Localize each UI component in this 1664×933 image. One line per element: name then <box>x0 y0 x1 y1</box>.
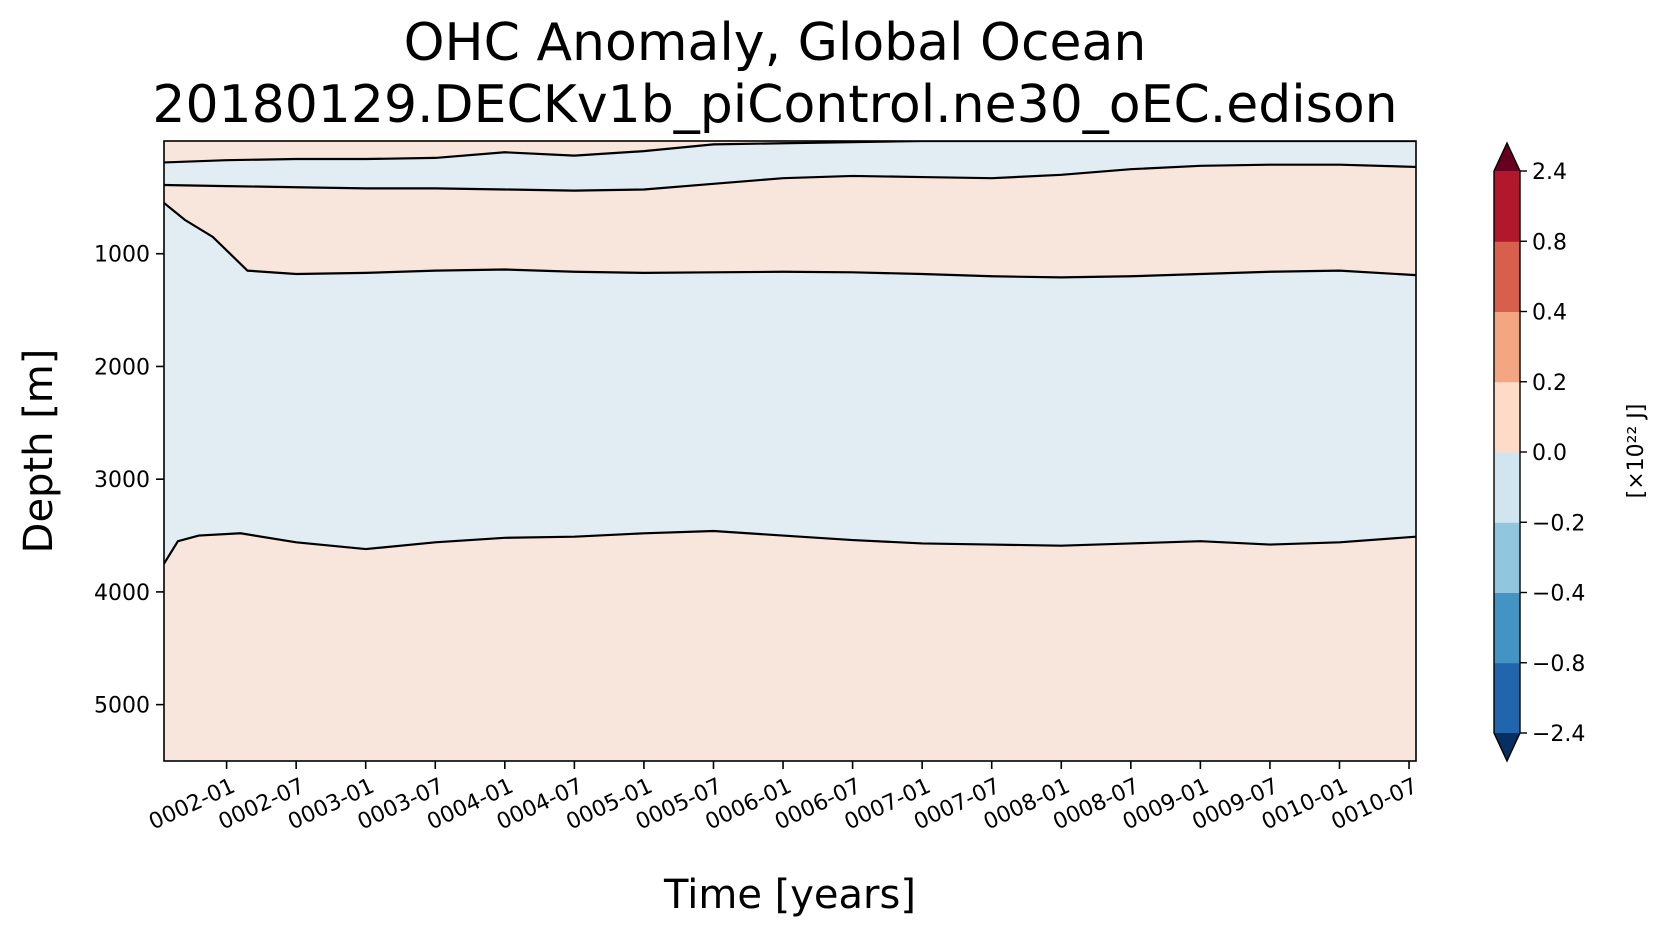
contour-region-cold-2 <box>164 141 1416 191</box>
colorbar-label: [×10²² J] <box>1624 404 1649 499</box>
colorbar-segment <box>1494 311 1520 383</box>
colorbar-segment <box>1494 522 1520 593</box>
y-tick-label: 5000 <box>94 694 150 719</box>
contour-line <box>164 163 1416 192</box>
y-tick-label: 4000 <box>94 581 150 606</box>
colorbar-tick-label: −0.2 <box>1532 511 1585 536</box>
contour-region-cold-1 <box>164 203 1416 564</box>
contour-line <box>164 141 1416 164</box>
plot-frame <box>163 140 1417 762</box>
contour-line <box>164 202 1416 279</box>
colorbar-segment <box>1494 452 1520 523</box>
colorbar-extend-min <box>1494 733 1520 761</box>
colorbar-segment <box>1494 592 1520 664</box>
colorbar-tick-label: 0.0 <box>1532 441 1567 466</box>
colorbar-segment <box>1494 171 1520 242</box>
plot-area <box>164 141 1416 761</box>
contour-line <box>164 529 1416 565</box>
colorbar-segment <box>1494 241 1520 312</box>
colorbar: −2.4 −0.8 −0.4 −0.2 0.0 0.2 0.4 0.8 2.4 <box>1493 141 1585 763</box>
y-tick-label: 2000 <box>94 355 150 380</box>
chart-subtitle: 20180129.DECKv1b_piControl.ne30_oEC.edis… <box>152 75 1397 135</box>
colorbar-tick-label: 0.2 <box>1532 371 1567 396</box>
x-axis: 0002-010002-070003-010003-070004-010004-… <box>145 761 1422 835</box>
x-axis-label: Time [years] <box>663 872 916 918</box>
y-axis-label: Depth [m] <box>16 349 62 554</box>
chart-title: OHC Anomaly, Global Ocean <box>404 13 1147 73</box>
y-tick-label: 1000 <box>94 243 150 268</box>
colorbar-tick-label: 2.4 <box>1532 160 1567 185</box>
colorbar-tick-label: 0.4 <box>1532 301 1567 326</box>
colorbar-segment <box>1494 662 1520 734</box>
colorbar-segment <box>1494 381 1520 453</box>
y-axis: 1000 2000 3000 4000 5000 <box>94 243 164 719</box>
colorbar-extend-max <box>1494 143 1520 171</box>
y-tick-label: 3000 <box>94 468 150 493</box>
colorbar-tick-label: −2.4 <box>1532 722 1585 747</box>
colorbar-tick-label: 0.8 <box>1532 230 1567 255</box>
colorbar-tick-label: −0.8 <box>1532 652 1585 677</box>
colorbar-tick-label: −0.4 <box>1532 582 1585 607</box>
